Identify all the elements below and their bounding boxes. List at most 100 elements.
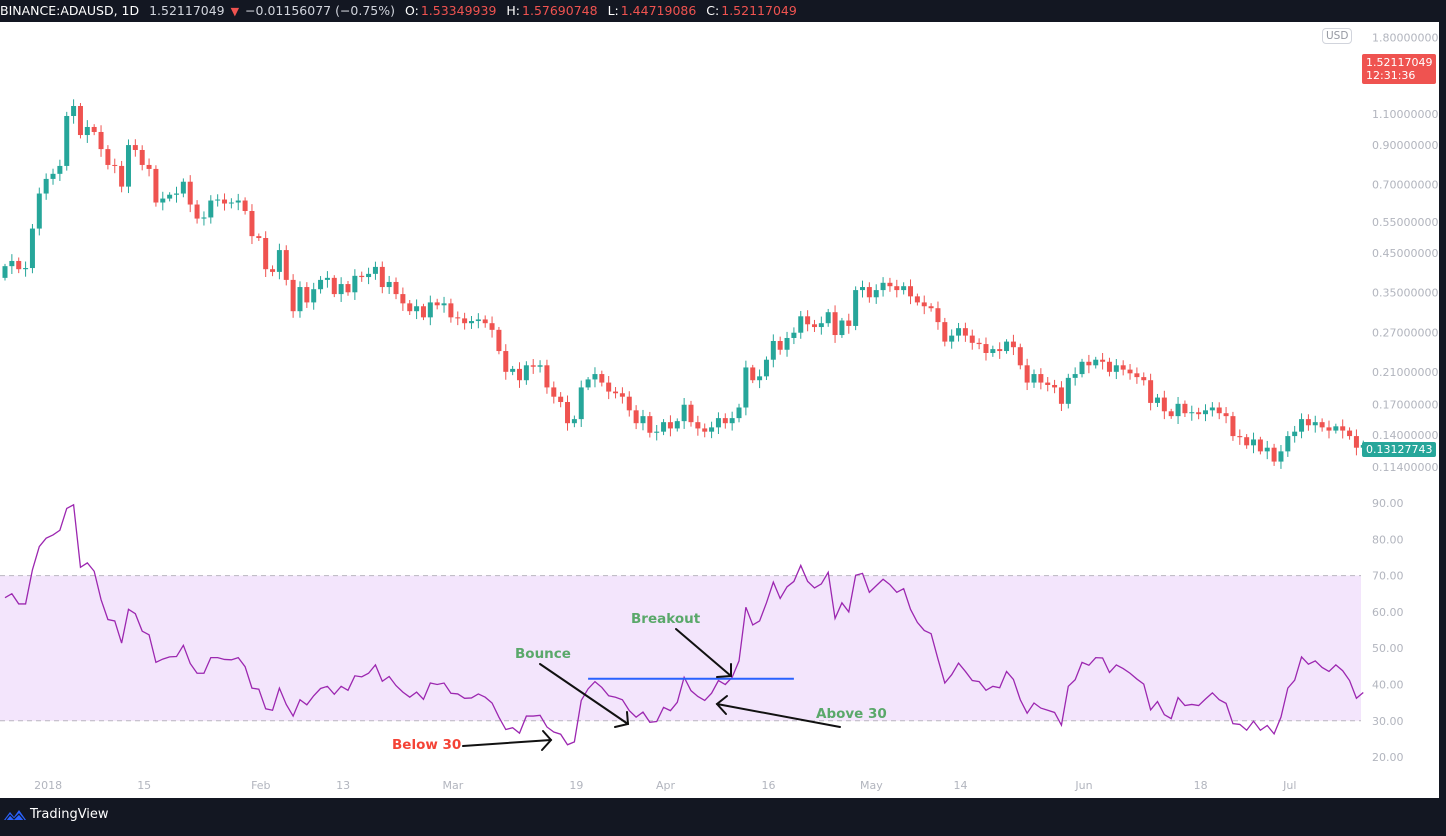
- candle-body: [235, 200, 241, 203]
- candle-body: [139, 149, 145, 165]
- candle-up: [736, 403, 742, 423]
- candle-down: [16, 257, 22, 274]
- time-tick-label: 19: [569, 779, 583, 792]
- candle-down: [407, 299, 413, 315]
- chart-panel[interactable]: 1.80000000 1.10000000 0.90000000 0.70000000…: [0, 22, 1439, 798]
- candle-body: [681, 404, 687, 422]
- symbol-title[interactable]: BINANCE:ADAUSD, 1D: [0, 3, 140, 18]
- candle-body: [427, 302, 433, 318]
- candle-body: [1106, 361, 1112, 372]
- candle-up: [949, 329, 955, 349]
- candle-body: [1264, 447, 1270, 452]
- chart-canvas[interactable]: 1.80000000 1.10000000 0.90000000 0.70000000…: [0, 22, 1439, 798]
- annotation-above-30[interactable]: Above 30: [816, 706, 887, 722]
- candle-up: [956, 322, 962, 342]
- candle-up: [839, 317, 845, 338]
- candle-body: [517, 368, 522, 381]
- candle-up: [1113, 359, 1119, 380]
- candle-up: [338, 277, 344, 302]
- candle-down: [91, 124, 97, 136]
- candle-body: [324, 277, 330, 280]
- candle-down: [1148, 373, 1154, 411]
- candle-down: [1223, 407, 1229, 424]
- arrow-above-30[interactable]: [715, 695, 841, 728]
- candle-down: [1244, 434, 1250, 449]
- candle-down: [249, 204, 255, 245]
- candle-body: [1340, 426, 1346, 431]
- candle-down: [1127, 364, 1133, 380]
- candle-body: [805, 316, 811, 325]
- candle-body: [462, 318, 468, 324]
- candle-up: [1264, 440, 1270, 460]
- candle-down: [969, 329, 975, 350]
- candle-body: [297, 287, 303, 312]
- candle-body: [503, 351, 509, 372]
- candle-down: [187, 175, 193, 213]
- candle-body: [2, 266, 8, 278]
- annotation-arrows[interactable]: [462, 628, 841, 751]
- annotation-bounce[interactable]: Bounce: [515, 646, 571, 662]
- candle-body: [1058, 387, 1064, 404]
- candle-up: [571, 415, 577, 428]
- candle-down: [935, 301, 941, 330]
- candle-up: [318, 276, 324, 294]
- rsi-axis[interactable]: 90.00 80.00 70.00 60.00 50.00 40.00 30.00 20.00: [1372, 497, 1404, 764]
- price-tick-label: 0.14000000: [1372, 429, 1438, 442]
- candle-up: [990, 345, 996, 357]
- close-label: C:: [706, 3, 720, 18]
- candle-body: [688, 404, 694, 423]
- candle-down: [558, 392, 564, 408]
- candle-down: [667, 415, 673, 437]
- time-tick-label: Jun: [1074, 779, 1092, 792]
- annotation-below-30[interactable]: Below 30: [392, 737, 462, 753]
- candle-body: [187, 181, 193, 205]
- candle-down: [448, 298, 454, 323]
- candle-down: [942, 317, 948, 347]
- currency-button[interactable]: USD: [1322, 28, 1353, 44]
- candle-down: [1058, 381, 1064, 412]
- candle-body: [1278, 451, 1284, 462]
- price-tick-label: 0.90000000: [1372, 139, 1438, 152]
- candle-body: [949, 335, 955, 342]
- candle-body: [1319, 422, 1325, 428]
- arrow-below-30[interactable]: [462, 730, 553, 751]
- candle-up: [729, 411, 735, 431]
- candle-body: [1004, 341, 1010, 352]
- candle-body: [1271, 447, 1277, 462]
- candle-body: [311, 289, 317, 303]
- candle-body: [914, 296, 920, 303]
- candle-down: [290, 274, 296, 318]
- candle-body: [736, 407, 742, 419]
- tradingview-logo[interactable]: TradingView: [4, 807, 109, 822]
- candle-body: [860, 287, 865, 291]
- candle-body: [208, 200, 214, 218]
- time-tick-label: Mar: [443, 779, 464, 792]
- candle-up: [825, 308, 831, 327]
- candle-down: [1168, 408, 1174, 419]
- candle-body: [565, 402, 571, 424]
- candle-body: [331, 277, 337, 295]
- candle-body: [1127, 369, 1133, 374]
- candle-body: [1251, 439, 1257, 446]
- candle-body: [523, 365, 529, 381]
- candle-body: [1333, 426, 1339, 431]
- arrow-bounce[interactable]: [539, 663, 630, 728]
- arrow-breakout[interactable]: [675, 628, 732, 678]
- candle-up: [1251, 432, 1257, 454]
- candle-up: [853, 286, 859, 331]
- tradingview-logo-icon: [4, 809, 26, 820]
- candle-up: [1189, 405, 1195, 421]
- time-axis[interactable]: 2018 15 Feb 13 Mar 19 Apr 16 May 14 Jun 18 Jul: [34, 779, 1296, 792]
- candle-down: [887, 277, 893, 292]
- candle-body: [372, 266, 378, 274]
- candle-body: [84, 126, 90, 136]
- price-axis[interactable]: 1.80000000 1.10000000 0.90000000 0.70000000…: [1372, 31, 1438, 474]
- candle-body: [1100, 359, 1106, 362]
- candle-down: [633, 405, 639, 430]
- candle-body: [1086, 361, 1092, 366]
- candle-body: [379, 266, 385, 288]
- annotation-breakout[interactable]: Breakout: [631, 611, 701, 627]
- candle-body: [1209, 407, 1215, 411]
- candle-down: [489, 316, 495, 338]
- candle-body: [304, 287, 310, 303]
